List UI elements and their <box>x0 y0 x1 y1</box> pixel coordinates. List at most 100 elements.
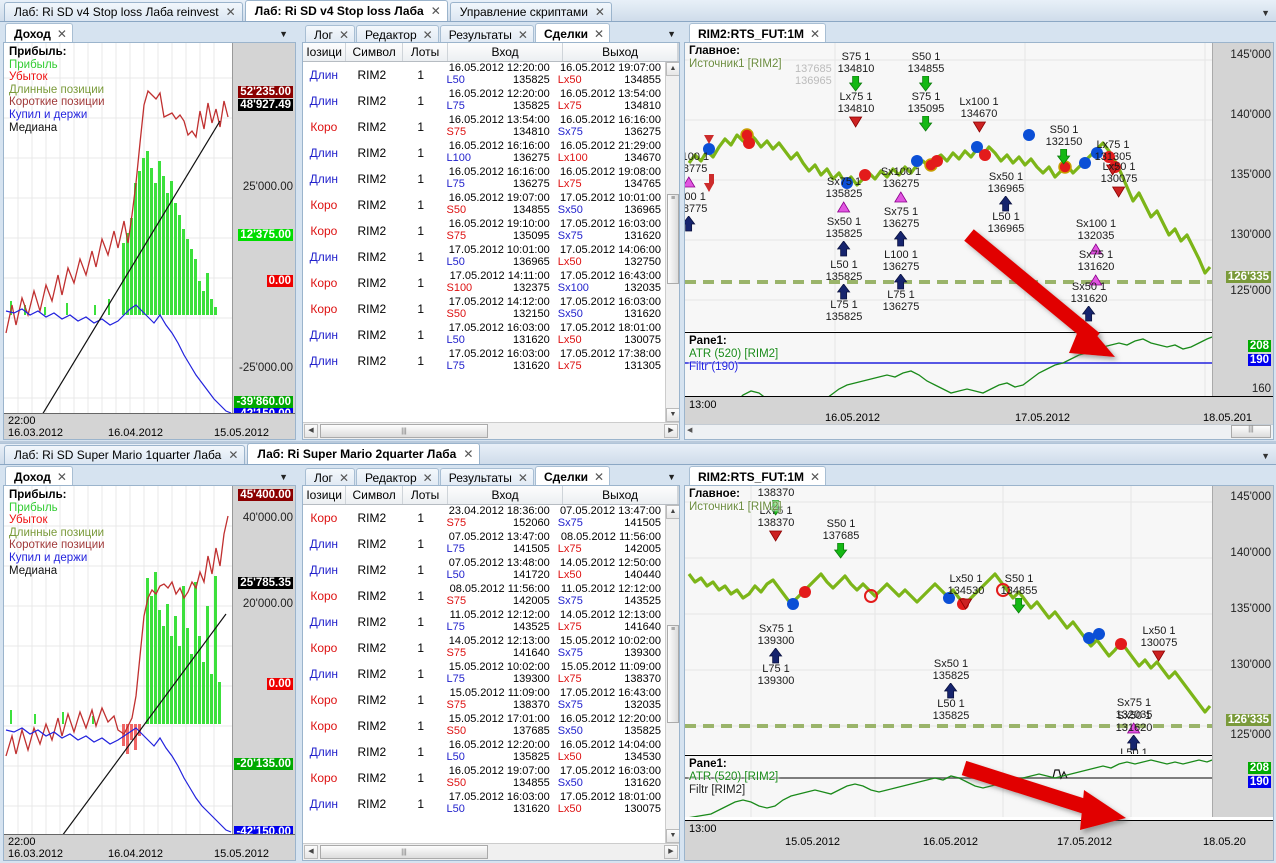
close-icon[interactable]: ✕ <box>56 469 67 484</box>
equity-plot-area[interactable]: Прибыль: Прибыль Убыток Длинные позиции … <box>4 43 232 413</box>
table-body[interactable]: Длин RIM2 1 16.05.2012 12:20:00 L50 135825 16.… <box>303 62 665 422</box>
table-row[interactable]: Длин RIM2 1 16.05.2012 16:16:00 L100 136275 16… <box>303 140 665 166</box>
chevron-down-icon[interactable]: ▼ <box>1261 8 1270 18</box>
price-time-axis-top[interactable]: 13:00 16.05.2012 17.05.2012 18.05.201 ◀ … <box>685 396 1273 439</box>
chart-hscrollbar-top[interactable]: ◀ ||| <box>685 424 1273 439</box>
table-row[interactable]: Коро RIM2 1 16.05.2012 13:54:00 S75 134810 16.… <box>303 114 665 140</box>
table-row[interactable]: Длин RIM2 1 11.05.2012 12:12:00 L75 143525 14.… <box>303 609 665 635</box>
tab-rim2-chart-bottom[interactable]: RIM2:RTS_FUT:1M ✕ <box>689 466 827 486</box>
window-tab-1[interactable]: Лаб: Ri SD v4 Stop loss Лаба ✕ <box>244 0 448 21</box>
window-tab-bottom-1[interactable]: Лаб: Ri Super Mario 2quarter Лаба ✕ <box>247 443 481 464</box>
scroll-down-icon[interactable]: ▼ <box>666 829 679 843</box>
close-icon[interactable]: ✕ <box>225 5 236 19</box>
chevron-down-icon[interactable]: ▼ <box>279 472 288 482</box>
table-header-row[interactable]: Іозици Символ Лоты Вход Выход ц <box>303 486 679 505</box>
table-row[interactable]: Длин RIM2 1 16.05.2012 12:20:00 L50 135825 16.… <box>303 62 665 88</box>
scroll-up-icon[interactable]: ▲ <box>666 62 679 76</box>
scroll-right-icon[interactable]: ▶ <box>664 424 678 438</box>
price-chart-bottom[interactable]: Главное: Источник1 [RIM2] S75 1138370Lx7… <box>685 486 1273 860</box>
close-icon[interactable]: ✕ <box>338 27 349 42</box>
table-header-row[interactable]: Іозици Символ Лоты Вход Выход ц <box>303 43 679 62</box>
equity-time-axis-bottom[interactable]: 22:00 16.03.2012 16.04.2012 15.05.2012 <box>4 834 295 860</box>
table-row[interactable]: Коро RIM2 1 15.05.2012 17:01:00 S50 137685 16.… <box>303 713 665 739</box>
tab-editor-bottom[interactable]: Редактор ✕ <box>356 468 439 486</box>
table-vscrollbar-bottom[interactable]: ▲ ≡ ▼ <box>665 505 679 843</box>
col-exit[interactable]: Выход <box>563 486 678 504</box>
tab-log-bottom[interactable]: Лог ✕ <box>305 468 355 486</box>
tab-editor[interactable]: Редактор ✕ <box>356 25 439 43</box>
scroll-thumb[interactable]: ≡ <box>667 625 679 723</box>
window-tabstrip-top[interactable]: Лаб: Ri SD v4 Stop loss Лаба reinvest ✕ … <box>0 0 1276 22</box>
table-row[interactable]: Коро RIM2 1 14.05.2012 12:13:00 S75 141640 15.… <box>303 635 665 661</box>
tab-trades-bottom[interactable]: Сделки ✕ <box>534 466 611 486</box>
table-row[interactable]: Коро RIM2 1 15.05.2012 11:09:00 S75 138370 17.… <box>303 687 665 713</box>
equity-chart-bottom[interactable]: Прибыль: Прибыль Убыток Длинные позиции … <box>4 486 295 860</box>
scroll-thumb[interactable]: ≡ <box>667 194 679 284</box>
scroll-thumb[interactable]: ||| <box>320 424 488 438</box>
equity-plot-area-bottom[interactable]: Прибыль: Прибыль Убыток Длинные позиции … <box>4 486 232 834</box>
col-symbol[interactable]: Символ <box>346 486 403 504</box>
tab-results[interactable]: Результаты ✕ <box>439 25 534 43</box>
close-icon[interactable]: ✕ <box>338 470 349 485</box>
scroll-left-icon[interactable]: ◀ <box>304 845 318 859</box>
table-row[interactable]: Длин RIM2 1 17.05.2012 10:01:00 L50 136965 17.… <box>303 244 665 270</box>
price-sub-pane-top[interactable]: Pane1: ATR (520) [RIM2] Filtr (190) <box>685 332 1212 396</box>
tab-results-bottom[interactable]: Результаты ✕ <box>439 468 534 486</box>
tab-log[interactable]: Лог ✕ <box>305 25 355 43</box>
scroll-thumb[interactable]: ||| <box>320 845 488 859</box>
table-body[interactable]: Коро RIM2 1 23.04.2012 18:36:00 S75 152060 07.… <box>303 505 665 843</box>
table-row[interactable]: Длин RIM2 1 17.05.2012 16:03:00 L50 131620 17.… <box>303 322 665 348</box>
scroll-down-icon[interactable]: ▼ <box>666 408 679 422</box>
price-main-pane-top[interactable]: Главное: Источник1 [RIM2] 137685 136965 S… <box>685 43 1212 331</box>
chevron-down-icon[interactable]: ▼ <box>667 29 676 39</box>
close-icon[interactable]: ✕ <box>593 26 605 41</box>
price-sub-pane-bottom[interactable]: Pane1: ATR (520) [RIM2] Filtr [RIM2] <box>685 755 1212 817</box>
price-main-pane-bottom[interactable]: Главное: Источник1 [RIM2] S75 1138370Lx7… <box>685 486 1212 754</box>
table-row[interactable]: Коро RIM2 1 16.05.2012 19:07:00 S50 134855 17.… <box>303 192 665 218</box>
close-icon[interactable]: ✕ <box>56 26 67 41</box>
col-lots[interactable]: Лоты <box>403 486 449 504</box>
equity-tabbar-top[interactable]: Доход ✕ ▼ <box>0 22 296 43</box>
close-icon[interactable]: ✕ <box>517 27 528 42</box>
table-row[interactable]: Длин RIM2 1 16.05.2012 16:16:00 L75 136275 16.… <box>303 166 665 192</box>
table-row[interactable]: Коро RIM2 1 08.05.2012 11:56:00 S75 142005 11.… <box>303 583 665 609</box>
col-position[interactable]: Іозици <box>303 486 347 504</box>
table-row[interactable]: Длин RIM2 1 16.05.2012 12:20:00 L75 135825 16.… <box>303 88 665 114</box>
table-row[interactable]: Длин RIM2 1 07.05.2012 13:47:00 L75 141505 08.… <box>303 531 665 557</box>
tab-dohod[interactable]: Доход ✕ <box>5 23 73 43</box>
pane-divider[interactable] <box>0 441 1276 443</box>
close-icon[interactable]: ✕ <box>463 447 474 461</box>
close-icon[interactable]: ✕ <box>422 27 433 42</box>
table-row[interactable]: Длин RIM2 1 15.05.2012 10:02:00 L75 139300 15.… <box>303 661 665 687</box>
close-icon[interactable]: ✕ <box>422 470 433 485</box>
equity-price-axis-top[interactable]: 52'235.00 48'927.49 25'000.00 12'375.00 … <box>232 43 295 420</box>
window-tab-0[interactable]: Лаб: Ri SD v4 Stop loss Лаба reinvest ✕ <box>4 2 243 21</box>
window-tabstrip-bottom[interactable]: Лаб: Ri SD Super Mario 1quarter Лаба ✕ Л… <box>0 443 1276 465</box>
scroll-up-icon[interactable]: ▲ <box>666 505 679 519</box>
close-icon[interactable]: ✕ <box>430 4 441 18</box>
tab-trades[interactable]: Сделки ✕ <box>534 23 611 43</box>
table-hscrollbar-bottom[interactable]: ◀ ||| ▶ <box>303 843 679 860</box>
table-row[interactable]: Длин RIM2 1 07.05.2012 13:48:00 L50 141720 14.… <box>303 557 665 583</box>
chevron-down-icon[interactable]: ▼ <box>279 29 288 39</box>
close-icon[interactable]: ✕ <box>810 26 821 41</box>
price-axis-top[interactable]: 145'000 140'000 135'000 130'000 126'335 … <box>1212 43 1273 396</box>
table-hscrollbar-top[interactable]: ◀ ||| ▶ <box>303 422 679 439</box>
table-row[interactable]: Коро RIM2 1 16.05.2012 19:07:00 S50 134855 17.… <box>303 765 665 791</box>
window-tab-bottom-0[interactable]: Лаб: Ri SD Super Mario 1quarter Лаба ✕ <box>4 445 246 464</box>
table-row[interactable]: Коро RIM2 1 17.05.2012 14:12:00 S50 132150 17.… <box>303 296 665 322</box>
equity-tabbar-bottom[interactable]: Доход ✕ ▼ <box>0 465 296 486</box>
equity-time-axis-top[interactable]: 22:00 16.03.2012 16.04.2012 15.05.2012 <box>4 413 295 439</box>
table-row[interactable]: Коро RIM2 1 16.05.2012 19:10:00 S75 135095 17.… <box>303 218 665 244</box>
tab-dohod-bottom[interactable]: Доход ✕ <box>5 466 73 486</box>
equity-chart-top[interactable]: Прибыль: Прибыль Убыток Длинные позиции … <box>4 43 295 439</box>
close-icon[interactable]: ✕ <box>594 5 605 19</box>
col-extra[interactable]: ц <box>678 486 679 504</box>
table-row[interactable]: Коро RIM2 1 17.05.2012 14:11:00 S100 132375 17… <box>303 270 665 296</box>
results-tabbar-bottom[interactable]: Лог ✕ Редактор ✕ Результаты ✕ Сделки ✕ ▼ <box>300 465 680 486</box>
col-extra[interactable]: ц <box>678 43 679 61</box>
close-icon[interactable]: ✕ <box>228 448 239 462</box>
chevron-down-icon[interactable]: ▼ <box>1261 451 1270 461</box>
table-row[interactable]: Длин RIM2 1 17.05.2012 16:03:00 L75 131620 17.… <box>303 348 665 374</box>
results-tabbar-top[interactable]: Лог ✕ Редактор ✕ Результаты ✕ Сделки ✕ ▼ <box>300 22 680 43</box>
